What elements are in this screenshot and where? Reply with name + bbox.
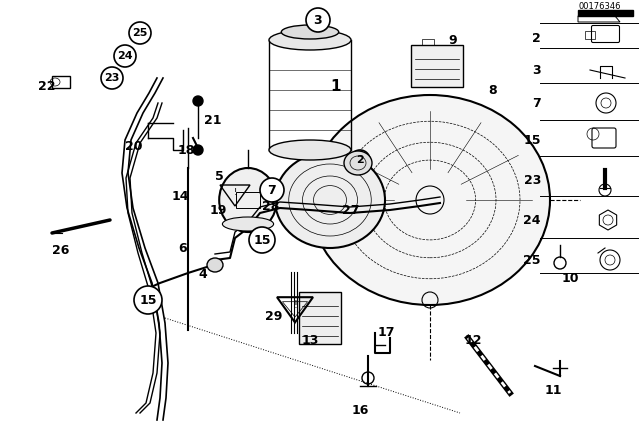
Circle shape xyxy=(134,286,162,314)
Text: 23: 23 xyxy=(104,73,120,83)
Bar xyxy=(299,292,341,344)
Ellipse shape xyxy=(223,217,274,231)
Ellipse shape xyxy=(282,25,339,39)
Text: 1: 1 xyxy=(330,78,340,94)
Text: 15: 15 xyxy=(140,293,157,306)
Text: 22: 22 xyxy=(38,79,56,92)
Text: 17: 17 xyxy=(378,327,396,340)
Bar xyxy=(52,76,70,88)
Text: 26: 26 xyxy=(52,244,69,257)
Bar xyxy=(411,45,463,87)
Circle shape xyxy=(193,96,203,106)
Ellipse shape xyxy=(207,258,223,272)
Ellipse shape xyxy=(275,152,385,248)
Text: 5: 5 xyxy=(215,169,224,182)
Text: 11: 11 xyxy=(545,383,563,396)
Text: 19: 19 xyxy=(210,203,227,216)
Circle shape xyxy=(249,227,275,253)
Text: 10: 10 xyxy=(562,271,579,284)
Circle shape xyxy=(260,178,284,202)
Bar xyxy=(236,192,260,208)
Text: 12: 12 xyxy=(465,333,483,346)
Ellipse shape xyxy=(219,168,277,232)
Ellipse shape xyxy=(344,151,372,175)
Text: 23: 23 xyxy=(524,173,541,186)
Text: 25: 25 xyxy=(524,254,541,267)
Circle shape xyxy=(129,22,151,44)
Text: 21: 21 xyxy=(204,113,221,126)
Text: 27: 27 xyxy=(342,203,360,216)
Text: 8: 8 xyxy=(488,83,497,96)
Text: 2: 2 xyxy=(532,31,541,44)
Text: 29: 29 xyxy=(265,310,282,323)
Text: !: ! xyxy=(293,300,297,310)
Text: 3: 3 xyxy=(532,64,541,77)
Circle shape xyxy=(350,150,370,170)
Text: 2: 2 xyxy=(356,155,364,165)
Text: 25: 25 xyxy=(132,28,148,38)
Text: 4: 4 xyxy=(198,268,207,281)
Text: 7: 7 xyxy=(268,184,276,197)
Text: 9: 9 xyxy=(448,34,456,47)
Text: 14: 14 xyxy=(172,190,189,202)
Text: !: ! xyxy=(234,188,237,197)
Ellipse shape xyxy=(269,30,351,50)
Circle shape xyxy=(101,67,123,89)
Text: 16: 16 xyxy=(352,404,369,417)
Bar xyxy=(422,39,434,45)
Text: 28: 28 xyxy=(262,199,280,212)
Ellipse shape xyxy=(269,140,351,160)
Polygon shape xyxy=(578,10,633,16)
Ellipse shape xyxy=(310,95,550,305)
Text: 3: 3 xyxy=(314,13,323,26)
Text: 6: 6 xyxy=(178,241,187,254)
Text: 24: 24 xyxy=(117,51,133,61)
Text: 15: 15 xyxy=(253,233,271,246)
Text: 13: 13 xyxy=(302,333,319,346)
Circle shape xyxy=(306,8,330,32)
Circle shape xyxy=(114,45,136,67)
Text: 15: 15 xyxy=(524,134,541,146)
Text: 18: 18 xyxy=(178,143,195,156)
Bar xyxy=(585,31,595,39)
Text: 7: 7 xyxy=(532,96,541,109)
Circle shape xyxy=(193,145,203,155)
Text: 20: 20 xyxy=(125,139,143,152)
Text: 00176346: 00176346 xyxy=(579,1,621,10)
Text: 24: 24 xyxy=(524,214,541,227)
